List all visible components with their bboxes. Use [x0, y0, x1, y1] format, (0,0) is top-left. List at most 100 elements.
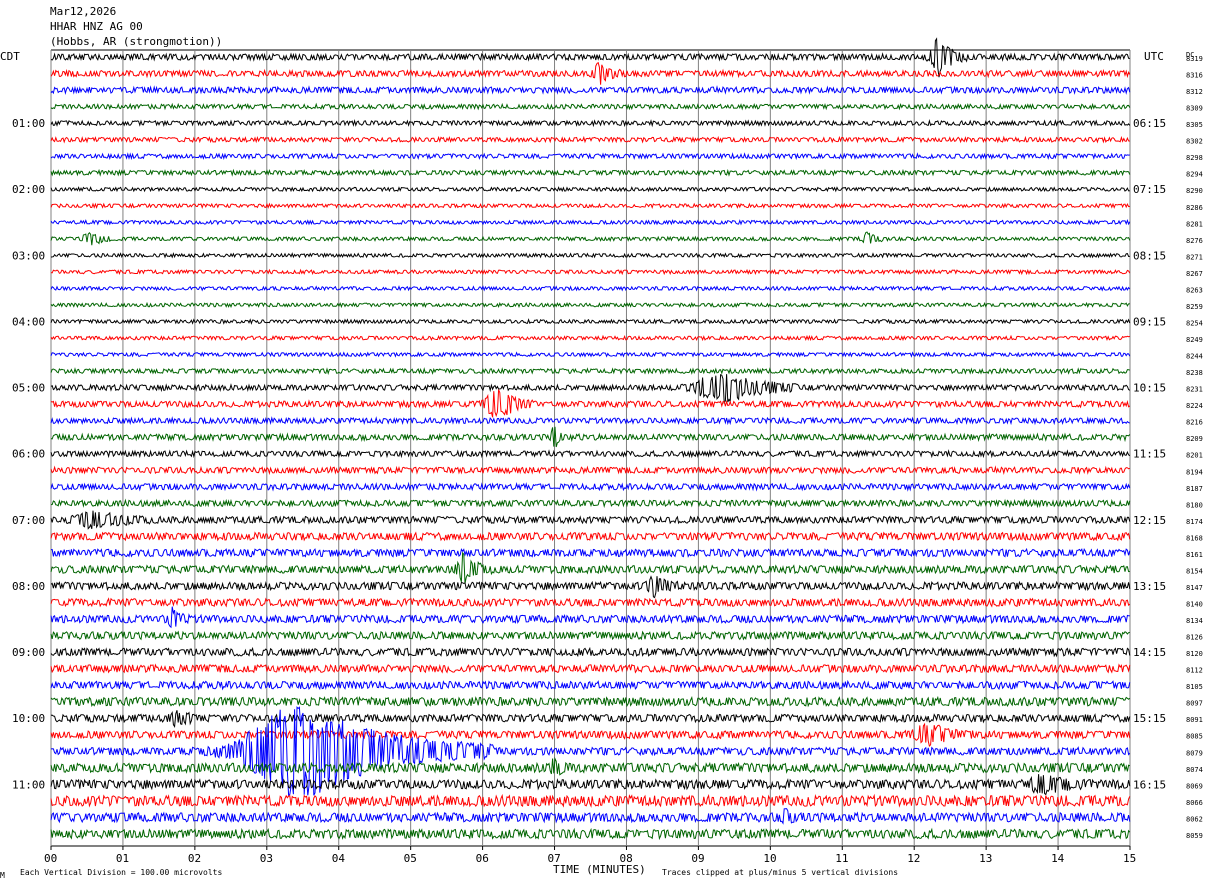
dc-offset-label: 8263 [1186, 286, 1203, 294]
dc-offset-label: 8147 [1186, 584, 1203, 592]
dc-offset-label: 8059 [1186, 832, 1203, 840]
grid [50, 49, 1131, 847]
header-location: (Hobbs, AR (strongmotion)) [50, 35, 222, 48]
dc-offset-label: 8168 [1186, 534, 1203, 542]
dc-offset-label: 8161 [1186, 551, 1203, 559]
trace-row [50, 186, 1130, 193]
trace-row [50, 85, 1131, 95]
x-tick-label: 06 [476, 852, 489, 865]
dc-offset-label: 8134 [1186, 617, 1203, 625]
scale-note: Each Vertical Division = 100.00 microvol… [20, 868, 222, 877]
x-tick-label: 05 [404, 852, 417, 865]
trace-row [50, 367, 1130, 376]
dc-offset-label: 8105 [1186, 683, 1203, 691]
right-timezone: UTC [1144, 50, 1164, 63]
trace-row [50, 37, 1130, 78]
clip-note: Traces clipped at plus/minus 5 vertical … [662, 868, 898, 877]
dc-offset-label: 8120 [1186, 650, 1203, 658]
right-time-label: 13:15 [1133, 580, 1166, 593]
trace-row [50, 531, 1131, 542]
trace-row [50, 706, 1131, 797]
x-tick-label: 10 [763, 852, 776, 865]
dc-offset-label: 8085 [1186, 733, 1203, 741]
trace-row [50, 285, 1131, 292]
x-tick-label: 00 [44, 852, 57, 865]
x-tick-label: 14 [1051, 852, 1065, 865]
trace-row [50, 219, 1131, 226]
trace-row [50, 449, 1131, 459]
trace-row [50, 301, 1130, 309]
header-station: HHAR HNZ AG 00 [50, 20, 143, 33]
dc-offset-label: 8238 [1186, 369, 1203, 377]
x-tick-label: 07 [548, 852, 561, 865]
trace-row [50, 61, 1131, 85]
trace-row [50, 663, 1131, 674]
dc-offset-label: 8091 [1186, 716, 1203, 724]
dc-offset-label: 8267 [1186, 270, 1203, 278]
trace-row [50, 268, 1131, 276]
x-axis: 00 01 02 03 04 05 06 07 08 09 10 11 12 13 14 15 [44, 846, 1136, 865]
left-time-label: 05:00 [12, 382, 45, 395]
left-time-label: 07:00 [12, 514, 45, 527]
trace-row [50, 510, 1131, 530]
trace-row [50, 481, 1131, 492]
trace-row [50, 334, 1130, 342]
trace-row [50, 498, 1131, 509]
trace-row [50, 465, 1130, 476]
dc-offset-label: 8140 [1186, 600, 1203, 608]
left-timezone: CDT [0, 50, 20, 63]
trace-row [50, 793, 1131, 808]
left-time-label: 04:00 [12, 315, 45, 328]
trace-row [50, 102, 1131, 111]
dc-offset-label: 8231 [1186, 386, 1203, 394]
left-time-label: 02:00 [12, 183, 45, 196]
dc-offset-label: 8319 [1186, 55, 1203, 63]
right-time-label: 15:15 [1133, 712, 1166, 725]
trace-row [50, 351, 1131, 358]
left-time-label: 09:00 [12, 646, 45, 659]
dc-offset-label: 8194 [1186, 468, 1203, 476]
right-time-label: 10:15 [1133, 382, 1166, 395]
right-time-label: 16:15 [1133, 778, 1166, 791]
dc-offset-label: 8254 [1186, 319, 1203, 327]
trace-row [50, 630, 1130, 641]
dc-offset-label: 8079 [1186, 749, 1203, 757]
right-time-label: 08:15 [1133, 249, 1166, 262]
dc-offset-label: 8180 [1186, 501, 1203, 509]
dc-offset-label: 8259 [1186, 303, 1203, 311]
trace-row [50, 722, 1131, 747]
trace-row [50, 416, 1130, 426]
dc-label: DC [1186, 51, 1194, 59]
left-time-label: 03:00 [12, 249, 45, 262]
trace-row [50, 774, 1131, 796]
trace-row [50, 551, 1130, 584]
trace-row [50, 710, 1131, 728]
trace-row [50, 597, 1131, 608]
dc-offset-label: 8281 [1186, 220, 1203, 228]
x-tick-label: 11 [835, 852, 848, 865]
dc-offset-label: 8066 [1186, 799, 1203, 807]
dc-offset-label: 8069 [1186, 782, 1203, 790]
dc-offset-label: 8216 [1186, 419, 1203, 427]
x-tick-label: 09 [691, 852, 704, 865]
dc-offset-label: 8276 [1186, 237, 1203, 245]
left-time-label: 06:00 [12, 448, 45, 461]
trace-row [50, 827, 1131, 841]
dc-offset-label: 8312 [1186, 88, 1203, 96]
trace-row [50, 135, 1130, 144]
trace-row [50, 606, 1130, 629]
dc-offset-label: 8097 [1186, 700, 1203, 708]
x-tick-label: 15 [1123, 852, 1136, 865]
x-tick-label: 04 [332, 852, 346, 865]
x-tick-label: 13 [979, 852, 992, 865]
dc-offset-label: 8201 [1186, 452, 1203, 460]
dc-offset-label: 8174 [1186, 518, 1203, 526]
dc-offset-label: 8209 [1186, 435, 1203, 443]
left-time-label: 11:00 [12, 778, 45, 791]
trace-row [50, 695, 1131, 708]
trace-row [50, 202, 1130, 210]
dc-offset-label: 8286 [1186, 204, 1203, 212]
x-tick-label: 08 [619, 852, 632, 865]
trace-row [50, 252, 1130, 259]
